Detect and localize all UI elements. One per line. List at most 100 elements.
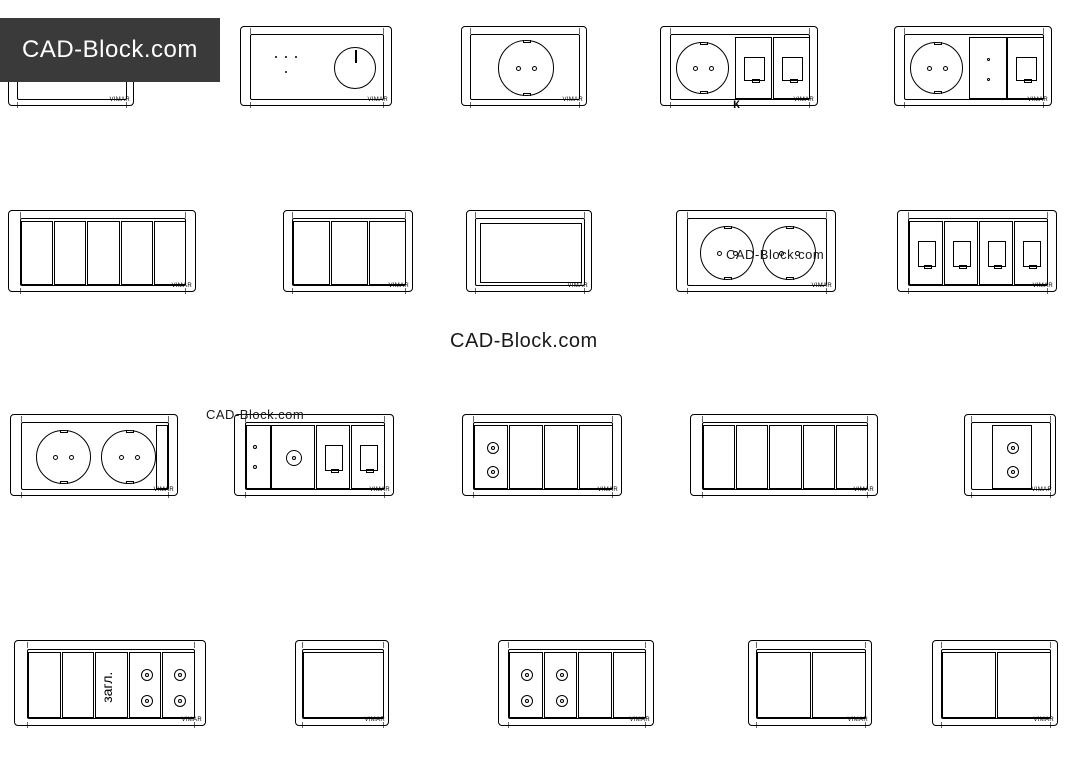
plate-inner — [908, 218, 1048, 286]
plate-r3p2: VIMAR — [234, 414, 394, 496]
plate-inner — [250, 34, 384, 100]
switch-module — [997, 652, 1051, 718]
schuko-socket — [910, 42, 963, 95]
rj-module — [1014, 221, 1048, 285]
plate-r2p2: VIMAR — [283, 210, 413, 292]
switch-module — [942, 652, 996, 718]
schuko-socket — [36, 430, 90, 484]
switch-module — [21, 221, 53, 285]
brand-label: VIMAR — [597, 487, 618, 493]
switch-module — [87, 221, 119, 285]
plate-inner — [245, 422, 385, 490]
rj-module — [316, 425, 350, 489]
blank-module — [480, 223, 582, 283]
coax-jack — [1007, 466, 1019, 478]
plate-inner — [21, 422, 169, 490]
rj-module — [773, 37, 810, 99]
coax-jack — [556, 695, 568, 707]
plate-r3p1: VIMAR — [10, 414, 178, 496]
switch-module — [757, 652, 811, 718]
rj-module — [735, 37, 772, 99]
plate-inner: К — [670, 34, 810, 100]
brand-label: VIMAR — [181, 717, 202, 723]
plate-r1p5: VIMAR — [894, 26, 1052, 106]
brand-label: VIMAR — [153, 487, 174, 493]
brand-label: VIMAR — [369, 487, 390, 493]
switch-module — [303, 652, 384, 718]
brand-label: VIMAR — [1032, 283, 1053, 289]
switch-module — [54, 221, 86, 285]
coax-jack — [141, 669, 153, 681]
brand-label: VIMAR — [171, 283, 192, 289]
plate-r2p1: VIMAR — [8, 210, 196, 292]
coax-jack — [487, 466, 499, 478]
watermark-badge: CAD-Block.com — [0, 18, 220, 82]
brand-label: VIMAR — [853, 487, 874, 493]
coax-jack — [286, 450, 302, 466]
switch-module — [803, 425, 835, 489]
plate-inner — [904, 34, 1044, 100]
brand-label: VIMAR — [847, 717, 868, 723]
rj-module — [351, 425, 385, 489]
dimmer-knob — [334, 47, 376, 89]
brand-label: VIMAR — [1033, 717, 1054, 723]
plate-inner: загл. — [27, 649, 195, 719]
coax-jack — [141, 695, 153, 707]
brand-label: VIMAR — [1031, 487, 1052, 493]
plate-r2p5: VIMAR — [897, 210, 1057, 292]
rj-module — [979, 221, 1013, 285]
plate-inner — [473, 422, 613, 490]
rj-module — [909, 221, 943, 285]
watermark-right: CAD-Block.com — [726, 247, 824, 262]
plate-inner — [302, 649, 384, 719]
coax-jack — [521, 669, 533, 681]
brand-label: VIMAR — [793, 97, 814, 103]
switch-module — [736, 425, 768, 489]
switch-module — [369, 221, 406, 285]
switch-module — [331, 221, 368, 285]
plate-r4p4: VIMAR — [748, 640, 872, 726]
brand-label: VIMAR — [1027, 97, 1048, 103]
brand-label: VIMAR — [567, 283, 588, 289]
brand-label: VIMAR — [367, 97, 388, 103]
plate-inner — [508, 649, 646, 719]
switch-module — [812, 652, 866, 718]
plate-r1p4: КVIMAR — [660, 26, 818, 106]
switch-module — [293, 221, 330, 285]
coax-jack — [556, 669, 568, 681]
switch-module — [769, 425, 801, 489]
switch-module — [154, 221, 186, 285]
plate-r2p3: VIMAR — [466, 210, 592, 292]
schuko-socket — [676, 42, 729, 95]
plate-inner — [292, 218, 406, 286]
plate-r3p4: VIMAR — [690, 414, 878, 496]
watermark-center: CAD-Block.com — [450, 330, 598, 353]
plate-r3p5: VIMAR — [964, 414, 1056, 496]
switch-module — [836, 425, 868, 489]
plate-r4p5: VIMAR — [932, 640, 1058, 726]
brand-label: VIMAR — [109, 97, 130, 103]
switch-module — [121, 221, 153, 285]
coax-jack — [1007, 442, 1019, 454]
plate-r4p1: загл.VIMAR — [14, 640, 206, 726]
plate-inner — [470, 34, 580, 100]
plate-inner — [20, 218, 186, 286]
coax-jack — [174, 669, 186, 681]
plate-inner — [971, 422, 1051, 490]
coax-jack — [174, 695, 186, 707]
watermark-left: CAD-Block.com — [206, 407, 304, 422]
brand-label: VIMAR — [364, 717, 385, 723]
schuko-socket — [498, 40, 553, 95]
plate-inner — [756, 649, 866, 719]
rj-module — [944, 221, 978, 285]
plate-r4p2: VIMAR — [295, 640, 389, 726]
plate-inner — [941, 649, 1051, 719]
plate-inner — [702, 422, 868, 490]
plate-r4p3: VIMAR — [498, 640, 654, 726]
schuko-socket — [101, 430, 155, 484]
brand-label: VIMAR — [629, 717, 650, 723]
brand-label: VIMAR — [388, 283, 409, 289]
plate-r3p3: VIMAR — [462, 414, 622, 496]
brand-label: VIMAR — [562, 97, 583, 103]
rj-module — [1007, 37, 1044, 99]
